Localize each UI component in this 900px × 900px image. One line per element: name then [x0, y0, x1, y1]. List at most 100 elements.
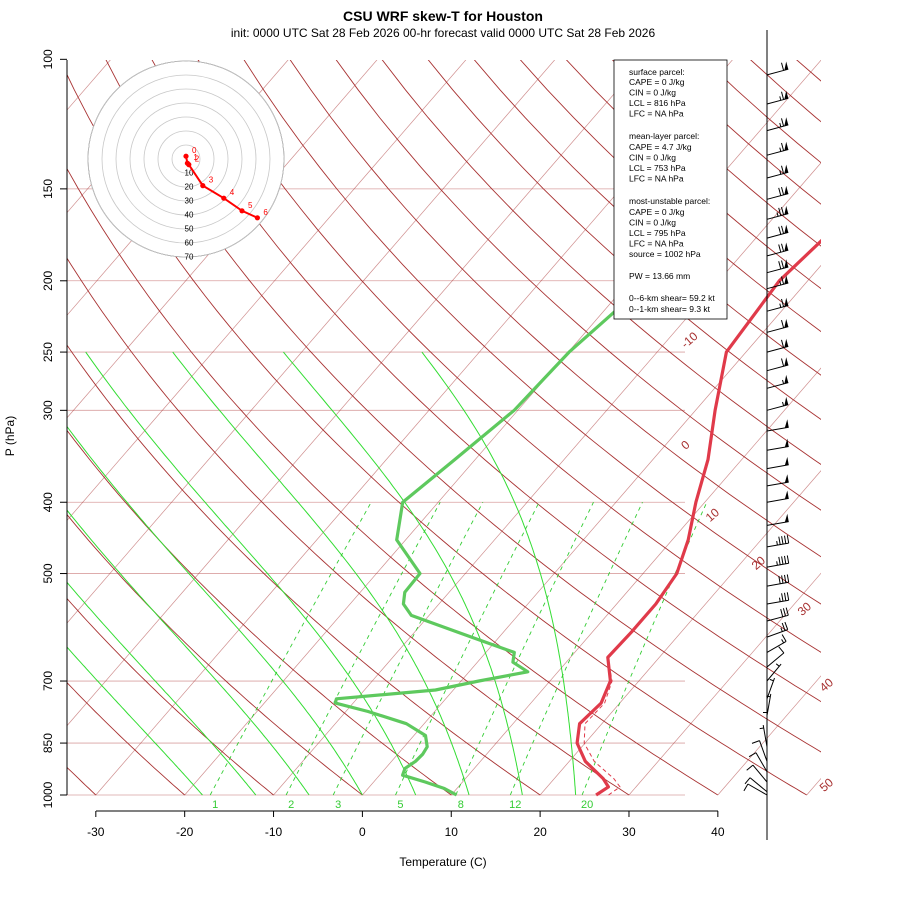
- moist-adiabat-line: [421, 351, 577, 796]
- surface-lcl: LCL = 816 hPa: [629, 98, 686, 108]
- wind-barb-feather: [781, 536, 784, 545]
- wind-barb-staff: [766, 693, 772, 716]
- wind-barb-feather: [751, 740, 760, 744]
- wind-barb: [766, 318, 789, 333]
- wind-barb: [766, 275, 789, 290]
- wind-barb-flag: [784, 438, 789, 448]
- info-box-frame: [613, 59, 728, 320]
- x-tick-label: -30: [87, 825, 105, 839]
- wind-barb-feather: [781, 165, 785, 174]
- wind-barb: [766, 438, 789, 451]
- isotherm-label: 50: [817, 775, 837, 795]
- moist-adiabat-line: [283, 351, 523, 796]
- wind-barb-half-feather: [779, 303, 782, 308]
- wind-barb-flag: [784, 490, 789, 500]
- most-unstable-cape: CAPE = 0 J/kg: [629, 207, 685, 217]
- wind-barb-staff: [766, 382, 789, 389]
- wind-barb-flag: [784, 61, 789, 71]
- dry-adiabat-line: [197, 60, 821, 653]
- wind-barb-feather: [784, 535, 787, 544]
- wind-barb: [766, 663, 782, 682]
- dry-adiabat-line: [796, 60, 821, 82]
- wind-barb-feather: [784, 621, 789, 630]
- wind-barb: [766, 242, 789, 257]
- wind-barb-flag: [784, 513, 789, 523]
- surface-cape: CAPE = 0 J/kg: [629, 77, 685, 87]
- dry-adiabat-line: [289, 60, 821, 558]
- wind-barb-feather: [785, 607, 789, 616]
- wind-barb-feather: [784, 574, 787, 583]
- moist-adiabat-line: [172, 351, 470, 796]
- wind-barb-flag: [784, 318, 789, 328]
- wind-barb-feather: [746, 764, 754, 771]
- hodograph-ring: [157, 130, 215, 188]
- wind-barb-feather: [778, 556, 781, 565]
- wind-barb-feather: [778, 187, 782, 196]
- wind-barb-staff: [766, 581, 789, 587]
- wind-barb-feather: [781, 634, 787, 642]
- wind-barb-staff: [766, 614, 789, 622]
- hodograph-ring-label: 40: [185, 211, 194, 220]
- wind-barb: [763, 709, 768, 732]
- wind-barb-feather: [781, 298, 785, 307]
- wind-barb-feather: [781, 276, 785, 285]
- wind-barb-staff: [766, 404, 789, 411]
- wind-barb: [766, 456, 789, 470]
- wind-barb-staff: [766, 68, 789, 76]
- wind-barb-staff: [766, 663, 782, 682]
- wind-barb-staff: [766, 599, 789, 605]
- surface-parcel-title: surface parcel:: [629, 67, 685, 77]
- mixing-ratio-label: 3: [335, 799, 341, 811]
- mixing-ratio-line: [285, 501, 441, 796]
- moist-adiabat-lines: [67, 351, 577, 796]
- wind-barb-flag: [784, 419, 789, 428]
- wind-barb-flag: [784, 338, 789, 348]
- isotherm-line: [450, 367, 821, 796]
- dry-adiabat-line: [67, 167, 719, 796]
- wind-barb-staff: [766, 97, 789, 105]
- virtual-temperature-line: [583, 657, 621, 796]
- x-tick-label: 10: [445, 825, 459, 839]
- dry-adiabat-line: [335, 60, 821, 511]
- dry-adiabat-line: [67, 344, 541, 796]
- y-tick-label: 700: [41, 671, 55, 691]
- wind-barb-half-feather: [779, 170, 782, 175]
- shear-0-1km: 0--1-km shear= 9.3 kt: [629, 304, 711, 314]
- hodograph-ring-label: 30: [185, 197, 194, 206]
- wind-barb: [746, 764, 768, 783]
- wind-barb: [766, 357, 789, 372]
- hodograph-point: [200, 183, 206, 189]
- wind-barb-feather: [781, 118, 785, 127]
- wind-barb-staff: [752, 764, 768, 783]
- wind-barb: [766, 677, 775, 699]
- isotherm-line: [717, 675, 821, 796]
- wind-barb: [766, 555, 790, 568]
- wind-barb-feather: [781, 339, 785, 348]
- isotherm-label: 0: [678, 437, 692, 452]
- hodograph-point-label: 4: [230, 188, 235, 197]
- wind-barb-flag: [784, 224, 789, 234]
- dry-adiabat-line: [427, 60, 821, 421]
- hodograph-point-label: 6: [263, 208, 268, 217]
- moist-adiabat-line: [85, 351, 417, 796]
- isotherm-label: 30: [795, 599, 815, 619]
- precipitable-water: PW = 13.66 mm: [629, 271, 690, 281]
- wind-barb-feather: [778, 575, 781, 584]
- mixing-ratio-line: [455, 502, 594, 796]
- wind-barb-half-feather: [782, 401, 785, 407]
- most-unstable-lfc: LFC = NA hPa: [629, 239, 684, 249]
- x-tick-label: 0: [359, 825, 366, 839]
- wind-barb-staff: [766, 640, 787, 653]
- wind-barb-flag: [784, 456, 789, 466]
- mixing-ratio-lines: [209, 501, 708, 796]
- wind-barb-feather: [781, 91, 785, 100]
- hodograph-ring-label: 20: [185, 183, 194, 192]
- wind-barb: [759, 725, 768, 747]
- mean-layer-parcel-title: mean-layer parcel:: [629, 131, 699, 141]
- wind-barb-staff: [766, 677, 775, 699]
- wind-barb: [766, 396, 789, 411]
- wind-barb-feather: [781, 260, 785, 269]
- x-tick-label: 30: [622, 825, 636, 839]
- wind-barb-flag: [784, 185, 789, 195]
- wind-barb-half-feather: [779, 96, 782, 101]
